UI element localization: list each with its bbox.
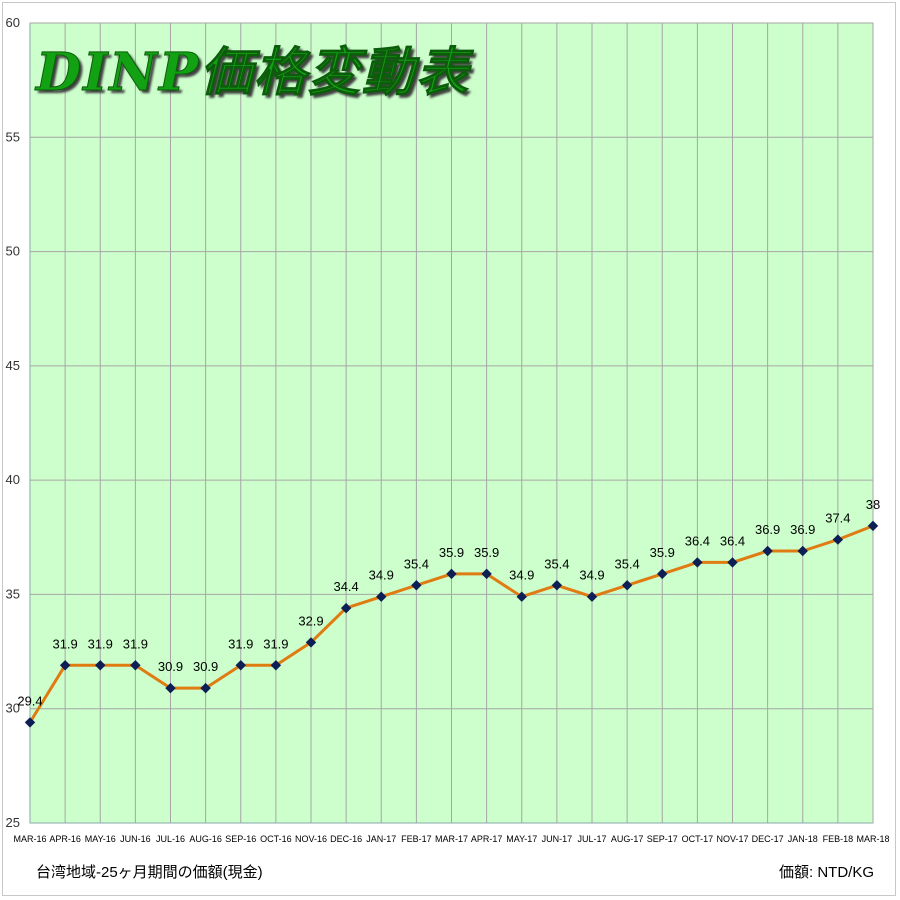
data-point-marker (340, 602, 352, 614)
data-point-marker (95, 660, 106, 671)
data-point-marker (165, 682, 176, 694)
data-point-marker (270, 660, 282, 671)
data-label: 31.9 (52, 636, 77, 651)
x-tick-label: MAY-17 (506, 834, 537, 844)
data-label: 30.9 (158, 659, 183, 674)
data-point-marker (692, 557, 703, 568)
data-point-marker (797, 545, 808, 557)
data-point-marker (621, 580, 633, 591)
data-point-marker (59, 660, 71, 671)
x-tick-label: DEC-16 (330, 834, 362, 844)
x-tick-label: JUL-17 (577, 834, 606, 844)
y-tick-label: 25 (6, 815, 20, 830)
y-tick-label: 60 (6, 15, 20, 30)
x-tick-label: OCT-16 (260, 834, 292, 844)
x-tick-label: APR-16 (49, 834, 81, 844)
data-label: 34.9 (509, 568, 534, 583)
data-label: 31.9 (263, 636, 288, 651)
x-tick-label: NOV-16 (295, 834, 327, 844)
data-point-marker (200, 682, 211, 694)
x-tick-label: JUN-16 (120, 834, 151, 844)
data-label: 36.9 (790, 522, 815, 537)
footnote-left: 台湾地域-25ヶ月期間の価額(現金) (36, 864, 263, 881)
y-tick-label: 55 (6, 129, 20, 144)
data-label: 31.9 (123, 636, 148, 651)
data-point-marker (551, 580, 563, 591)
y-tick-label: 50 (6, 244, 20, 259)
x-tick-label: JUL-16 (156, 834, 185, 844)
y-tick-label: 35 (6, 586, 20, 601)
x-tick-label: MAR-16 (13, 834, 46, 844)
data-point-marker (867, 520, 879, 532)
data-point-marker (305, 637, 317, 648)
data-point-marker (376, 591, 387, 602)
data-point-marker (446, 568, 457, 580)
x-tick-label: FEB-17 (401, 834, 432, 844)
data-label: 34.9 (579, 568, 604, 583)
data-label: 35.4 (404, 556, 429, 571)
x-tick-label: DEC-17 (752, 834, 784, 844)
data-label: 35.4 (544, 556, 569, 571)
data-label: 36.9 (755, 522, 780, 537)
data-label: 32.9 (298, 613, 323, 628)
data-label: 36.4 (720, 533, 745, 548)
data-label: 36.4 (685, 533, 710, 548)
chart-title: DINP価格変動表 (35, 42, 471, 104)
data-point-marker (481, 568, 492, 580)
data-point-marker (832, 534, 844, 545)
data-point-marker (235, 660, 246, 671)
x-tick-label: MAR-18 (856, 834, 889, 844)
x-tick-label: NOV-17 (716, 834, 748, 844)
x-tick-label: JAN-17 (366, 834, 396, 844)
data-label: 38 (866, 497, 880, 512)
footnote-right: 価額: NTD/KG (778, 864, 874, 881)
data-point-marker (657, 568, 668, 580)
data-label: 34.9 (369, 568, 394, 583)
data-label: 31.9 (228, 636, 253, 651)
data-label: 30.9 (193, 659, 218, 674)
data-label: 35.9 (439, 545, 464, 560)
data-label: 34.4 (333, 579, 358, 594)
data-point-marker (411, 580, 422, 591)
x-tick-label: APR-17 (471, 834, 503, 844)
x-tick-label: FEB-18 (823, 834, 854, 844)
x-tick-label: JAN-18 (788, 834, 818, 844)
data-point-marker (516, 591, 527, 602)
data-point-marker (727, 557, 738, 568)
data-label: 37.4 (825, 511, 850, 526)
y-tick-label: 30 (6, 701, 20, 716)
data-point-marker (586, 591, 598, 602)
data-label: 31.9 (88, 636, 113, 651)
x-tick-label: MAY-16 (85, 834, 116, 844)
data-point-marker (762, 545, 773, 557)
data-label: 35.9 (474, 545, 499, 560)
y-tick-label: 40 (6, 472, 20, 487)
data-label: 29.4 (17, 693, 42, 708)
y-tick-label: 45 (6, 358, 20, 373)
x-tick-label: JUN-17 (542, 834, 573, 844)
data-point-marker (24, 717, 36, 728)
x-tick-label: AUG-17 (611, 834, 644, 844)
x-tick-label: AUG-16 (189, 834, 222, 844)
data-label: 35.9 (650, 545, 675, 560)
x-tick-label: SEP-16 (225, 834, 256, 844)
x-tick-label: MAR-17 (435, 834, 468, 844)
data-point-marker (130, 660, 141, 671)
x-tick-label: SEP-17 (647, 834, 678, 844)
x-tick-label: OCT-17 (682, 834, 714, 844)
data-label: 35.4 (614, 556, 639, 571)
